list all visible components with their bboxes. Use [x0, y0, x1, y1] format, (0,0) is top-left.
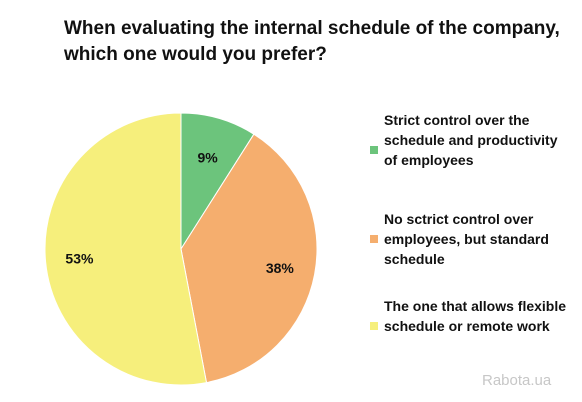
pie-slice-flexible-schedule: [44, 112, 208, 386]
legend-label: The one that allows flexible schedule or…: [384, 298, 567, 334]
legend-label: No sctrict control over employees, but s…: [384, 211, 549, 267]
pie-slice-standard-schedule: [180, 133, 318, 384]
pie-data-label: 9%: [197, 150, 218, 166]
pie-data-label: 38%: [266, 260, 295, 276]
legend-swatch-yellow: [370, 322, 378, 330]
legend-swatch-green: [370, 146, 378, 154]
watermark: Rabota.ua: [482, 372, 552, 389]
pie-data-label: 53%: [65, 251, 94, 267]
legend-swatch-orange: [370, 235, 378, 243]
chart-title: When evaluating the internal schedule of…: [64, 18, 560, 65]
legend-label: Strict control over the schedule and pro…: [384, 112, 558, 168]
